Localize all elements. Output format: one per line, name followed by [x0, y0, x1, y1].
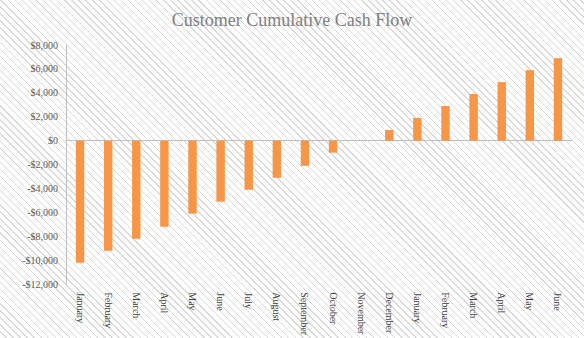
- svg-text:$0: $0: [48, 135, 58, 146]
- svg-text:October: October: [328, 292, 339, 325]
- svg-text:January: January: [412, 292, 423, 323]
- svg-text:August: August: [271, 292, 282, 321]
- svg-text:-$2,000: -$2,000: [27, 159, 58, 170]
- svg-text:-$10,000: -$10,000: [22, 255, 58, 266]
- svg-text:April: April: [159, 292, 170, 313]
- svg-text:February: February: [440, 292, 451, 328]
- svg-text:June: June: [552, 292, 563, 311]
- svg-text:$2,000: $2,000: [31, 111, 59, 122]
- svg-text:$6,000: $6,000: [31, 63, 59, 74]
- svg-text:$8,000: $8,000: [31, 40, 59, 51]
- svg-text:June: June: [215, 292, 226, 311]
- svg-text:-$6,000: -$6,000: [27, 207, 58, 218]
- svg-text:Customer Cumulative Cash Flow: Customer Cumulative Cash Flow: [172, 10, 413, 30]
- svg-text:November: November: [356, 292, 367, 335]
- svg-text:April: April: [496, 292, 507, 313]
- svg-text:February: February: [103, 292, 114, 328]
- svg-text:March: March: [131, 292, 142, 318]
- svg-text:January: January: [75, 292, 86, 323]
- svg-text:-$8,000: -$8,000: [27, 231, 58, 242]
- svg-text:May: May: [524, 292, 535, 310]
- svg-text:March: March: [468, 292, 479, 318]
- svg-text:$4,000: $4,000: [31, 87, 59, 98]
- svg-text:May: May: [187, 292, 198, 310]
- svg-text:July: July: [243, 292, 254, 309]
- svg-text:-$12,000: -$12,000: [22, 279, 58, 290]
- svg-text:September: September: [299, 292, 310, 335]
- svg-text:December: December: [384, 292, 395, 334]
- svg-text:-$4,000: -$4,000: [27, 183, 58, 194]
